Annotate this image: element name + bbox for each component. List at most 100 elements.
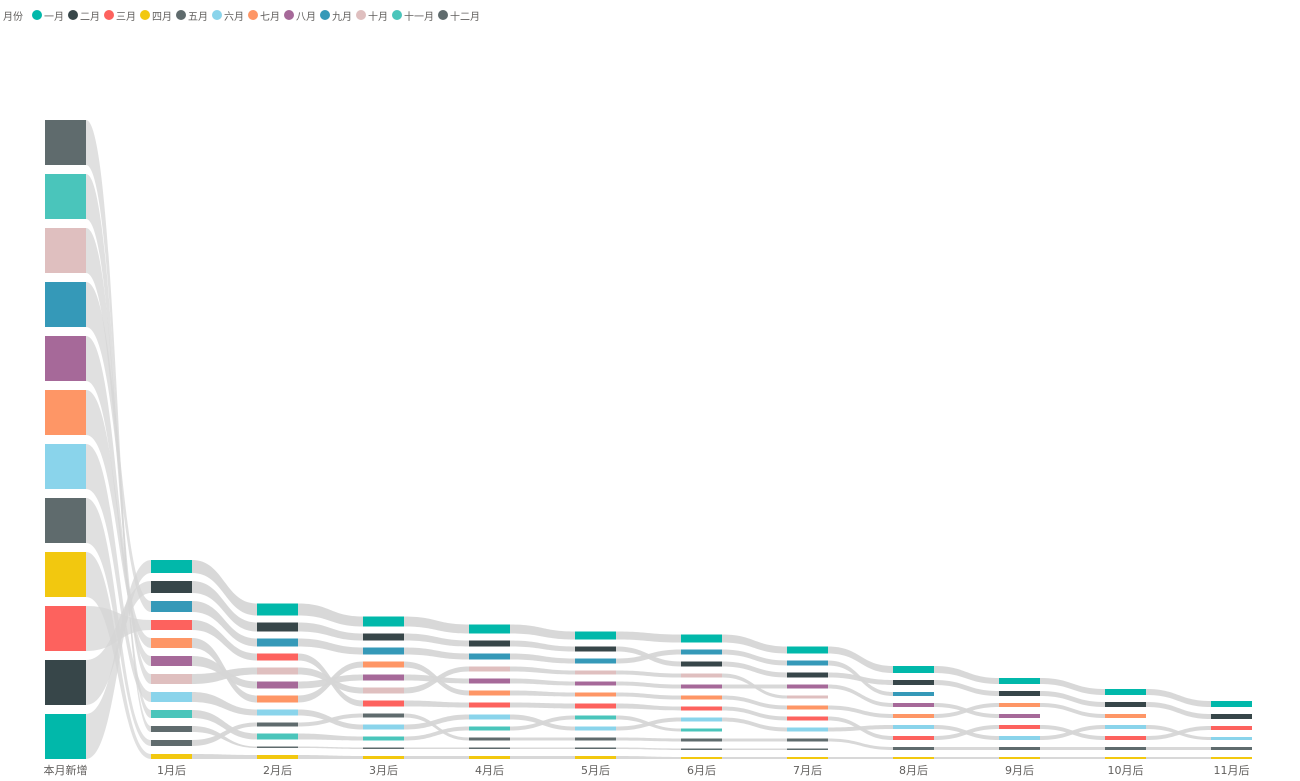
sankey-link[interactable] bbox=[722, 661, 787, 678]
sankey-link[interactable] bbox=[298, 709, 363, 730]
sankey-link[interactable] bbox=[510, 678, 575, 686]
sankey-link[interactable] bbox=[1040, 703, 1105, 718]
sankey-node[interactable]: 十一月 · 5月后 bbox=[575, 715, 616, 720]
sankey-node[interactable]: 一月 · 9月后 bbox=[999, 678, 1040, 684]
sankey-node[interactable]: 七月 · 1月后 bbox=[151, 638, 192, 648]
sankey-node[interactable]: 一月 · 11月后 bbox=[1211, 701, 1252, 707]
sankey-node[interactable]: 六月 · 4月后 bbox=[469, 714, 510, 720]
sankey-link[interactable] bbox=[510, 640, 575, 652]
sankey-node[interactable]: 十月 · 6月后 bbox=[681, 673, 722, 678]
sankey-link[interactable] bbox=[404, 714, 469, 730]
sankey-node[interactable]: 三月 · 3月后 bbox=[363, 700, 404, 707]
sankey-node[interactable]: 九月 · 6月后 bbox=[681, 649, 722, 655]
sankey-node[interactable]: 六月 · 9月后 bbox=[999, 736, 1040, 740]
sankey-node[interactable]: 八月 · 4月后 bbox=[469, 678, 510, 684]
legend-item[interactable]: 八月 bbox=[284, 8, 316, 23]
sankey-link[interactable] bbox=[298, 653, 363, 707]
sankey-link[interactable] bbox=[722, 673, 787, 699]
legend-item[interactable]: 六月 bbox=[212, 8, 244, 23]
sankey-link[interactable] bbox=[1146, 702, 1211, 719]
legend-item[interactable]: 十一月 bbox=[392, 8, 434, 23]
sankey-node[interactable]: 十一月 · 2月后 bbox=[257, 733, 298, 740]
sankey-node[interactable]: 九月 · 1月后 bbox=[151, 601, 192, 612]
sankey-node[interactable]: 五月 · 10月后 bbox=[1105, 747, 1146, 750]
sankey-node[interactable]: 十二月 · 1月后 bbox=[151, 726, 192, 732]
sankey-link[interactable] bbox=[86, 498, 151, 746]
sankey-node[interactable]: 五月 · 8月后 bbox=[893, 747, 934, 750]
sankey-node[interactable]: 七月 · 5月后 bbox=[575, 692, 616, 697]
sankey-node[interactable]: 十一月 · 1月后 bbox=[151, 710, 192, 718]
sankey-node[interactable]: 一月 · 2月后 bbox=[257, 603, 298, 616]
sankey-link[interactable] bbox=[934, 680, 999, 696]
sankey-node[interactable]: 七月 · 8月后 bbox=[893, 714, 934, 718]
sankey-node[interactable]: 十月 · 2月后 bbox=[257, 667, 298, 675]
sankey-link[interactable] bbox=[722, 748, 787, 751]
sankey-node[interactable]: 二月 · 6月后 bbox=[681, 661, 722, 667]
legend-item[interactable]: 一月 bbox=[32, 8, 64, 23]
sankey-link[interactable] bbox=[616, 737, 681, 742]
sankey-node[interactable]: 一月 · 7月后 bbox=[787, 646, 828, 654]
legend-item[interactable]: 三月 bbox=[104, 8, 136, 23]
sankey-link[interactable] bbox=[828, 646, 893, 674]
sankey-link[interactable] bbox=[1146, 725, 1211, 740]
sankey-link[interactable] bbox=[616, 747, 681, 751]
legend-item[interactable]: 十月 bbox=[356, 8, 388, 23]
sankey-link[interactable] bbox=[828, 705, 893, 719]
sankey-node[interactable]: 五月 · 6月后 bbox=[681, 738, 722, 742]
sankey-link[interactable] bbox=[1040, 747, 1105, 750]
sankey-link[interactable] bbox=[616, 631, 681, 643]
sankey-node[interactable]: 三月 · 5月后 bbox=[575, 703, 616, 709]
sankey-link[interactable] bbox=[1146, 689, 1211, 707]
sankey-node[interactable]: 二月 · 3月后 bbox=[363, 633, 404, 641]
sankey-node[interactable]: 十二月 · 本月新增 bbox=[45, 120, 86, 165]
sankey-node[interactable]: 九月 · 7月后 bbox=[787, 660, 828, 666]
sankey-link[interactable] bbox=[510, 624, 575, 640]
sankey-link[interactable] bbox=[298, 746, 363, 750]
sankey-link[interactable] bbox=[510, 737, 575, 741]
sankey-node[interactable]: 五月 · 1月后 bbox=[151, 740, 192, 746]
sankey-node[interactable]: 六月 · 2月后 bbox=[257, 709, 298, 716]
sankey-node[interactable]: 十二月 · 2月后 bbox=[257, 746, 298, 749]
sankey-node[interactable]: 三月 · 1月后 bbox=[151, 620, 192, 630]
sankey-node[interactable]: 三月 · 10月后 bbox=[1105, 736, 1146, 740]
sankey-node[interactable]: 八月 · 本月新增 bbox=[45, 336, 86, 381]
sankey-link[interactable] bbox=[404, 633, 469, 647]
sankey-node[interactable]: 六月 · 1月后 bbox=[151, 692, 192, 702]
sankey-node[interactable]: 二月 · 11月后 bbox=[1211, 714, 1252, 719]
sankey-node[interactable]: 七月 · 7月后 bbox=[787, 705, 828, 710]
sankey-link[interactable] bbox=[934, 725, 999, 740]
sankey-node[interactable]: 八月 · 8月后 bbox=[893, 703, 934, 707]
sankey-node[interactable]: 二月 · 2月后 bbox=[257, 622, 298, 632]
sankey-link[interactable] bbox=[192, 638, 257, 703]
sankey-node[interactable]: 一月 · 6月后 bbox=[681, 634, 722, 643]
sankey-node[interactable]: 四月 · 11月后 bbox=[1211, 757, 1252, 759]
legend-item[interactable]: 五月 bbox=[176, 8, 208, 23]
sankey-link[interactable] bbox=[722, 695, 787, 710]
sankey-link[interactable] bbox=[722, 717, 787, 732]
sankey-link[interactable] bbox=[616, 756, 681, 759]
sankey-node[interactable]: 一月 · 本月新增 bbox=[45, 714, 86, 759]
sankey-link[interactable] bbox=[192, 722, 257, 747]
sankey-node[interactable]: 一月 · 5月后 bbox=[575, 631, 616, 640]
sankey-link[interactable] bbox=[298, 755, 363, 759]
sankey-node[interactable]: 十二月 · 7月后 bbox=[787, 748, 828, 751]
sankey-node[interactable]: 五月 · 11月后 bbox=[1211, 747, 1252, 750]
sankey-node[interactable]: 七月 · 本月新增 bbox=[45, 390, 86, 435]
sankey-node[interactable]: 九月 · 3月后 bbox=[363, 647, 404, 655]
sankey-link[interactable] bbox=[86, 444, 151, 702]
sankey-link[interactable] bbox=[510, 690, 575, 697]
sankey-link[interactable] bbox=[616, 703, 681, 711]
sankey-node[interactable]: 九月 · 8月后 bbox=[893, 692, 934, 696]
sankey-node[interactable]: 三月 · 2月后 bbox=[257, 653, 298, 661]
sankey-link[interactable] bbox=[192, 601, 257, 647]
sankey-node[interactable]: 三月 · 6月后 bbox=[681, 706, 722, 711]
sankey-node[interactable]: 十二月 · 5月后 bbox=[575, 747, 616, 750]
sankey-link[interactable] bbox=[404, 713, 469, 741]
sankey-node[interactable]: 一月 · 8月后 bbox=[893, 666, 934, 673]
sankey-link[interactable] bbox=[828, 660, 893, 697]
sankey-node[interactable]: 十二月 · 6月后 bbox=[681, 748, 722, 751]
sankey-link[interactable] bbox=[616, 681, 681, 689]
sankey-node[interactable]: 九月 · 2月后 bbox=[257, 638, 298, 647]
sankey-link[interactable] bbox=[828, 684, 893, 708]
sankey-node[interactable]: 五月 · 5月后 bbox=[575, 737, 616, 741]
